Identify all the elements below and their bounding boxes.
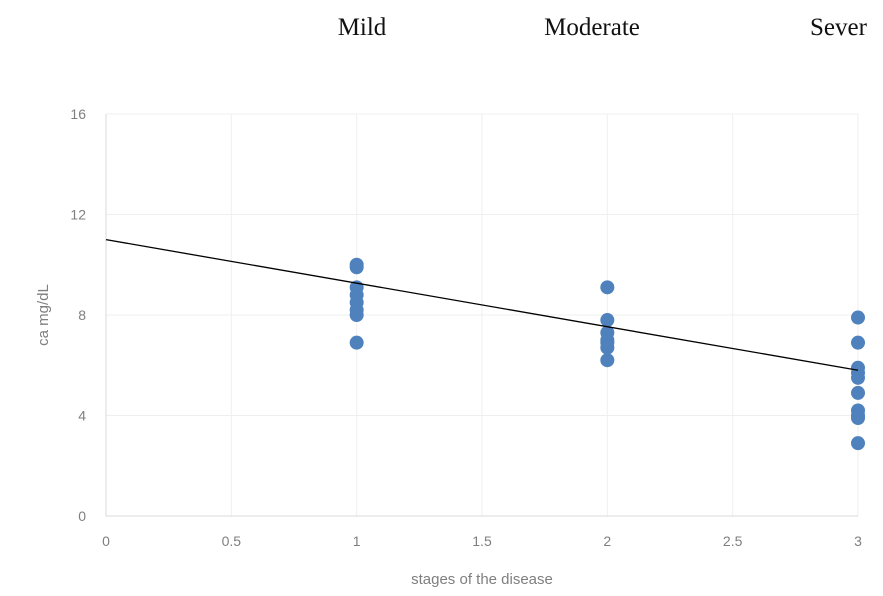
- x-tick-label: 0.5: [222, 533, 242, 549]
- data-point: [851, 335, 865, 350]
- data-point: [600, 353, 615, 368]
- x-tick-label: 2: [603, 533, 611, 549]
- y-tick-label: 0: [78, 508, 86, 524]
- data-point: [851, 411, 865, 426]
- data-point: [851, 310, 865, 325]
- y-tick-label: 8: [78, 307, 86, 323]
- stage-label: Mild: [338, 14, 387, 41]
- stage-label: Moderate: [544, 14, 640, 41]
- data-point: [851, 385, 865, 400]
- x-tick-label: 1.5: [472, 533, 492, 549]
- data-point: [600, 280, 615, 295]
- data-point: [349, 335, 364, 350]
- data-point: [851, 370, 865, 385]
- data-point: [600, 340, 615, 355]
- y-tick-label: 12: [70, 207, 86, 223]
- gridlines: [106, 113, 859, 516]
- data-points: [349, 257, 865, 451]
- x-tick-label: 2.5: [723, 533, 743, 549]
- tick-labels: 0 0.5 1 1.5 2 2.5 3 0 4 8 12 16: [70, 106, 862, 549]
- axes: [105, 114, 858, 517]
- trendline: [105, 238, 859, 371]
- y-tick-label: 16: [70, 106, 86, 122]
- stage-label: Sever: [810, 14, 868, 41]
- stage-labels: Mild Moderate Sever: [338, 14, 868, 41]
- x-tick-label: 0: [102, 533, 110, 549]
- x-axis-title: stages of the disease: [411, 571, 553, 588]
- y-tick-label: 4: [78, 408, 86, 424]
- trendline-group: [105, 238, 859, 371]
- x-tick-label: 1: [353, 533, 361, 549]
- data-point: [851, 436, 865, 451]
- y-axis-title: ca mg/dL: [35, 284, 52, 346]
- data-point: [600, 313, 615, 328]
- data-point: [349, 260, 364, 275]
- data-point: [349, 308, 364, 322]
- x-tick-label: 3: [854, 533, 862, 549]
